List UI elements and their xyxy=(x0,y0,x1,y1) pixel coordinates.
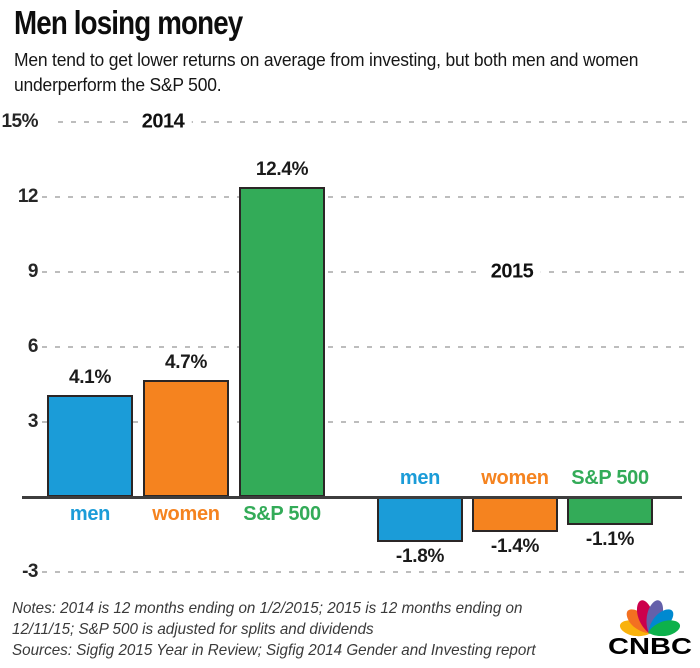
cnbc-wordmark: CNBC xyxy=(608,633,692,659)
value-label: 4.7% xyxy=(164,351,208,373)
y-tick-label: 12 xyxy=(17,186,39,207)
bar-s-p-500-2014 xyxy=(239,187,325,497)
y-tick-label: 9 xyxy=(27,261,39,282)
year-label-2014: 2014 xyxy=(134,110,192,134)
gridline--3 xyxy=(42,571,688,573)
category-label-men: men xyxy=(399,467,441,489)
bar-s-p-500-2015 xyxy=(567,497,653,525)
gridline-9 xyxy=(42,271,688,273)
value-label: 4.1% xyxy=(68,366,112,388)
cnbc-logo: CNBC xyxy=(606,600,694,660)
bar-women-2014 xyxy=(143,379,229,497)
zero-axis-line xyxy=(22,496,682,499)
gridline-3 xyxy=(42,421,688,423)
value-label: -1.8% xyxy=(395,546,445,567)
value-label: -1.1% xyxy=(585,528,635,550)
value-label: -1.4% xyxy=(490,536,540,557)
peacock-icon xyxy=(619,600,681,637)
bar-women-2015 xyxy=(472,497,558,532)
sources-line: Sources: Sigfig 2015 Year in Review; Sig… xyxy=(12,642,536,659)
y-tick-label: 15% xyxy=(1,111,38,132)
y-tick-label: -3 xyxy=(22,561,38,582)
category-label-women: women xyxy=(481,467,549,489)
chart-notes: Notes: 2014 is 12 months ending on 1/2/2… xyxy=(12,598,582,661)
category-label-women: women xyxy=(152,503,220,525)
category-label-men: men xyxy=(69,503,111,525)
bar-men-2014 xyxy=(47,394,133,497)
peacock-feather-green xyxy=(648,620,681,637)
notes-line: Notes: 2014 is 12 months ending on 1/2/2… xyxy=(12,600,523,617)
category-label-s-p-500: S&P 500 xyxy=(571,467,649,489)
page-subtitle: Men tend to get lower returns on average… xyxy=(14,50,639,95)
page-title: Men losing money xyxy=(14,4,243,41)
category-label-s-p-500: S&P 500 xyxy=(243,503,321,525)
gridline-6 xyxy=(42,346,688,348)
y-tick-label: 3 xyxy=(27,411,39,432)
value-label: 12.4% xyxy=(255,159,309,180)
y-tick-label: 6 xyxy=(27,336,39,357)
year-label-2015: 2015 xyxy=(483,260,541,284)
gridline-15 xyxy=(58,121,688,123)
gridline-12 xyxy=(42,196,688,198)
notes-line: 12/11/15; S&P 500 is adjusted for splits… xyxy=(12,621,374,638)
